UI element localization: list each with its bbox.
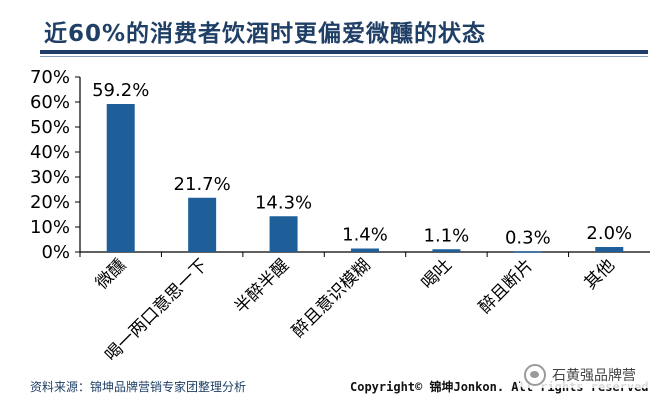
data-label: 2.0% — [586, 223, 632, 244]
bar-chart: 0% 10% 20% 30% 40% 50% 60% 70% 59.2% 21.7% 14.3% 1… — [30, 67, 650, 366]
bar — [269, 216, 298, 252]
y-tick-label: 50% — [30, 117, 70, 138]
watermark-text: 石黄强品牌营 — [552, 368, 636, 384]
y-axis: 0% 10% 20% 30% 40% 50% 60% 70% — [30, 67, 650, 263]
x-tick-label: 醉且断片 — [475, 255, 537, 317]
y-tick-label: 40% — [30, 142, 70, 163]
data-label: 1.4% — [342, 225, 388, 246]
bar — [188, 197, 217, 252]
y-tick-label: 0% — [41, 242, 70, 263]
data-label: 0.3% — [505, 227, 551, 248]
bars — [106, 104, 624, 253]
bar — [351, 248, 379, 252]
x-tick-label: 喝吐 — [418, 255, 456, 293]
y-tick-label: 30% — [30, 167, 70, 188]
y-tick-label: 60% — [30, 92, 70, 113]
bar — [513, 251, 542, 253]
title-underline — [40, 50, 648, 54]
x-tick-label: 微醺 — [92, 255, 130, 293]
x-tick-label: 半醉半醒 — [231, 255, 293, 317]
wechat-icon — [524, 364, 546, 386]
data-label: 59.2% — [92, 80, 149, 101]
y-tick-label: 70% — [30, 67, 70, 88]
page-title: 近60%的消费者饮酒时更偏爱微醺的状态 — [44, 21, 487, 47]
value-labels: 59.2% 21.7% 14.3% 1.4% 1.1% 0.3% 2.0% — [92, 80, 632, 248]
watermark: 石黄强品牌营 — [520, 362, 652, 388]
source-note: 资料来源：锦坤品牌营销专家团整理分析 — [30, 380, 247, 394]
title-underline-thin — [40, 56, 648, 57]
data-label: 1.1% — [424, 225, 470, 246]
data-label: 21.7% — [174, 174, 231, 195]
x-tick-label: 其他 — [581, 255, 619, 293]
y-tick-label: 20% — [30, 192, 70, 213]
bar — [432, 249, 461, 252]
x-tick-label: 醉且意识模糊 — [288, 255, 374, 341]
data-label: 14.3% — [255, 192, 312, 213]
bar — [595, 247, 624, 252]
title-bar: 近60%的消费者饮酒时更偏爱微醺的状态 — [0, 0, 660, 62]
bar — [106, 104, 135, 252]
y-tick-label: 10% — [30, 217, 70, 238]
